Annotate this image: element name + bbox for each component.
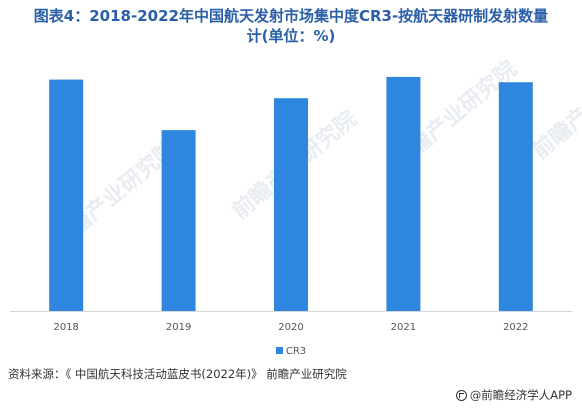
legend: CR3: [0, 346, 582, 357]
x-tick-label-2018: 2018: [53, 322, 78, 333]
bar-2018: [49, 79, 84, 311]
x-tick-label-2019: 2019: [166, 322, 191, 333]
bar-2021: [386, 76, 421, 311]
bar-2020: [274, 98, 308, 311]
x-tick-label-2020: 2020: [278, 322, 303, 333]
brand-text: @前瞻经济学人APP: [469, 388, 572, 402]
chart-title: 图表4：2018-2022年中国航天发射市场集中度CR3-按航天器研制发射数量 …: [0, 6, 582, 46]
x-tick-label-2022: 2022: [503, 322, 528, 333]
x-tick-label-2021: 2021: [391, 322, 416, 333]
chart-title-line2: 计(单位：%): [246, 27, 336, 45]
source-note: 资料来源：《 中国航天科技活动蓝皮书(2022年)》 前瞻产业研究院: [8, 367, 347, 381]
chart-title-line1: 图表4：2018-2022年中国航天发射市场集中度CR3-按航天器研制发射数量: [33, 7, 549, 25]
legend-swatch: [275, 347, 283, 354]
brand-logo-icon: [455, 390, 467, 401]
watermark-text: 前瞻产业研究院: [527, 46, 582, 165]
brand-label: @前瞻经济学人APP: [455, 387, 572, 403]
bar-2019: [161, 130, 196, 311]
bar-2022: [498, 82, 533, 312]
legend-label: CR3: [285, 346, 307, 357]
